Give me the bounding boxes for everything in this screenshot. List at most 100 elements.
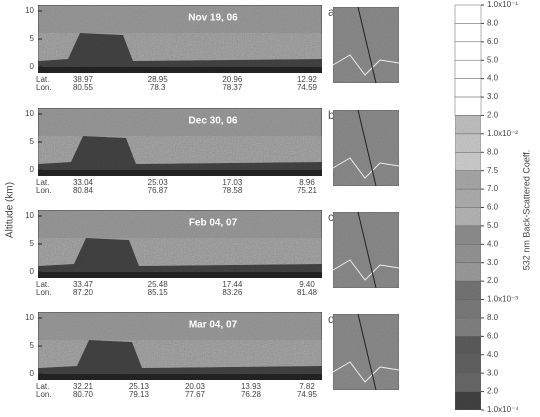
aerosol-layer: [38, 340, 322, 380]
colorbar-cell: [454, 207, 482, 227]
lat-value: 7.82: [299, 382, 315, 391]
map: [332, 6, 400, 84]
colorbar-cell: [454, 336, 482, 356]
y-tick-label: 10: [25, 211, 34, 220]
colorbar-tick-label: 4.0: [487, 350, 499, 359]
lat-value: 28.95: [148, 75, 169, 84]
panel-date: Dec 30, 06: [189, 116, 238, 127]
row-label: Lon.: [36, 288, 52, 297]
colorbar-tick-label: 6.0: [487, 37, 499, 46]
lon-value: 80.70: [73, 390, 94, 399]
y-tick-label: 5: [30, 34, 35, 43]
lon-value: 76.87: [148, 186, 169, 195]
lon-value: 78.37: [222, 83, 243, 92]
y-tick-label: 0: [30, 62, 35, 71]
lon-value: 76.28: [241, 390, 262, 399]
lat-value: 8.96: [299, 178, 315, 187]
panel-letter: c: [328, 210, 334, 224]
aerosol-layer: [38, 238, 322, 278]
aerosol-layer: [38, 136, 322, 176]
lon-value: 77.67: [185, 390, 206, 399]
lon-value: 81.48: [297, 288, 318, 297]
lat-value: 32.21: [73, 382, 94, 391]
y-tick-label: 5: [30, 341, 35, 350]
lon-value: 87.20: [73, 288, 94, 297]
map: [332, 211, 400, 289]
lon-value: 80.55: [73, 83, 94, 92]
colorbar-cell: [454, 354, 482, 374]
colorbar-tick-label: 8.0: [487, 313, 499, 322]
colorbar-tick-label: 5.0: [487, 55, 499, 64]
colorbar-cell: [454, 4, 482, 24]
colorbar-cell: [454, 391, 482, 411]
row-label: Lon.: [36, 186, 52, 195]
map: [332, 109, 400, 187]
colorbar-cell: [454, 188, 482, 208]
panel-date: Mar 04, 07: [189, 320, 238, 331]
lat-value: 20.96: [222, 75, 243, 84]
colorbar-tick-label: 6.0: [487, 331, 499, 340]
orbit-track: [357, 313, 377, 391]
lat-value: 33.04: [73, 178, 94, 187]
colorbar-cell: [454, 78, 482, 98]
panel-letter: a: [328, 5, 335, 19]
panel-letter: d: [328, 312, 335, 326]
aerosol-layer: [38, 33, 322, 73]
colorbar-cell: [454, 152, 482, 171]
lat-value: 38.97: [73, 75, 94, 84]
lon-value: 75.21: [297, 186, 318, 195]
lat-value: 25.03: [148, 178, 169, 187]
ground: [38, 170, 322, 176]
colorbar-tick-label: 3.0: [487, 368, 499, 377]
colorbar-cell: [454, 96, 482, 116]
colorbar-cell: [454, 23, 482, 43]
lon-value: 79.13: [129, 390, 150, 399]
colorbar-cell: [454, 170, 482, 190]
colorbar-cell: [454, 317, 482, 337]
colorbar-tick-label: 6.0: [487, 203, 499, 212]
coastline: [332, 259, 400, 281]
lon-value: 78.58: [222, 186, 243, 195]
row-label: Lat.: [36, 382, 49, 391]
lat-value: 20.03: [185, 382, 206, 391]
colorbar-cell: [454, 372, 482, 392]
row-label: Lat.: [36, 75, 49, 84]
lat-value: 9.40: [299, 280, 315, 289]
orbit-track: [357, 6, 377, 84]
colorbar-cell: [454, 133, 482, 153]
y-tick-label: 5: [30, 239, 35, 248]
row-label: Lat.: [36, 280, 49, 289]
lat-value: 17.03: [222, 178, 243, 187]
map: [332, 313, 400, 391]
lat-value: 25.13: [129, 382, 150, 391]
ground: [38, 67, 322, 73]
colorbar-tick-label: 1.0x10⁻¹: [487, 0, 518, 9]
colorbar-label: 532 nm Back-Scattered Coeff.: [521, 150, 531, 270]
y-tick-label: 0: [30, 165, 35, 174]
y-tick-label: 10: [25, 6, 34, 15]
y-axis-label: Altitude (km): [5, 182, 16, 238]
y-tick-label: 5: [30, 137, 35, 146]
panel: Nov 19, 06 a0510Lat.Lon.38.9780.5528.9578…: [25, 4, 400, 92]
coastline: [332, 157, 400, 179]
colorbar-tick-label: 3.0: [487, 92, 499, 101]
colorbar-tick-label: 3.0: [487, 258, 499, 267]
panel-letter: b: [328, 108, 335, 122]
y-tick-label: 0: [30, 369, 35, 378]
ground: [38, 272, 322, 278]
colorbar-tick-label: 2.0: [487, 111, 499, 120]
lon-value: 85.15: [148, 288, 169, 297]
colorbar-cell: [454, 262, 482, 282]
orbit-track: [357, 211, 377, 289]
panel-date: Feb 04, 07: [189, 218, 238, 229]
colorbar-cell: [454, 225, 482, 245]
colorbar-tick-label: 2.0: [487, 387, 499, 396]
y-tick-label: 10: [25, 313, 34, 322]
lon-value: 74.59: [297, 83, 318, 92]
colorbar-tick-label: 7.0: [487, 184, 499, 193]
colorbar-tick-label: 8.0: [487, 19, 499, 28]
y-tick-label: 0: [30, 267, 35, 276]
